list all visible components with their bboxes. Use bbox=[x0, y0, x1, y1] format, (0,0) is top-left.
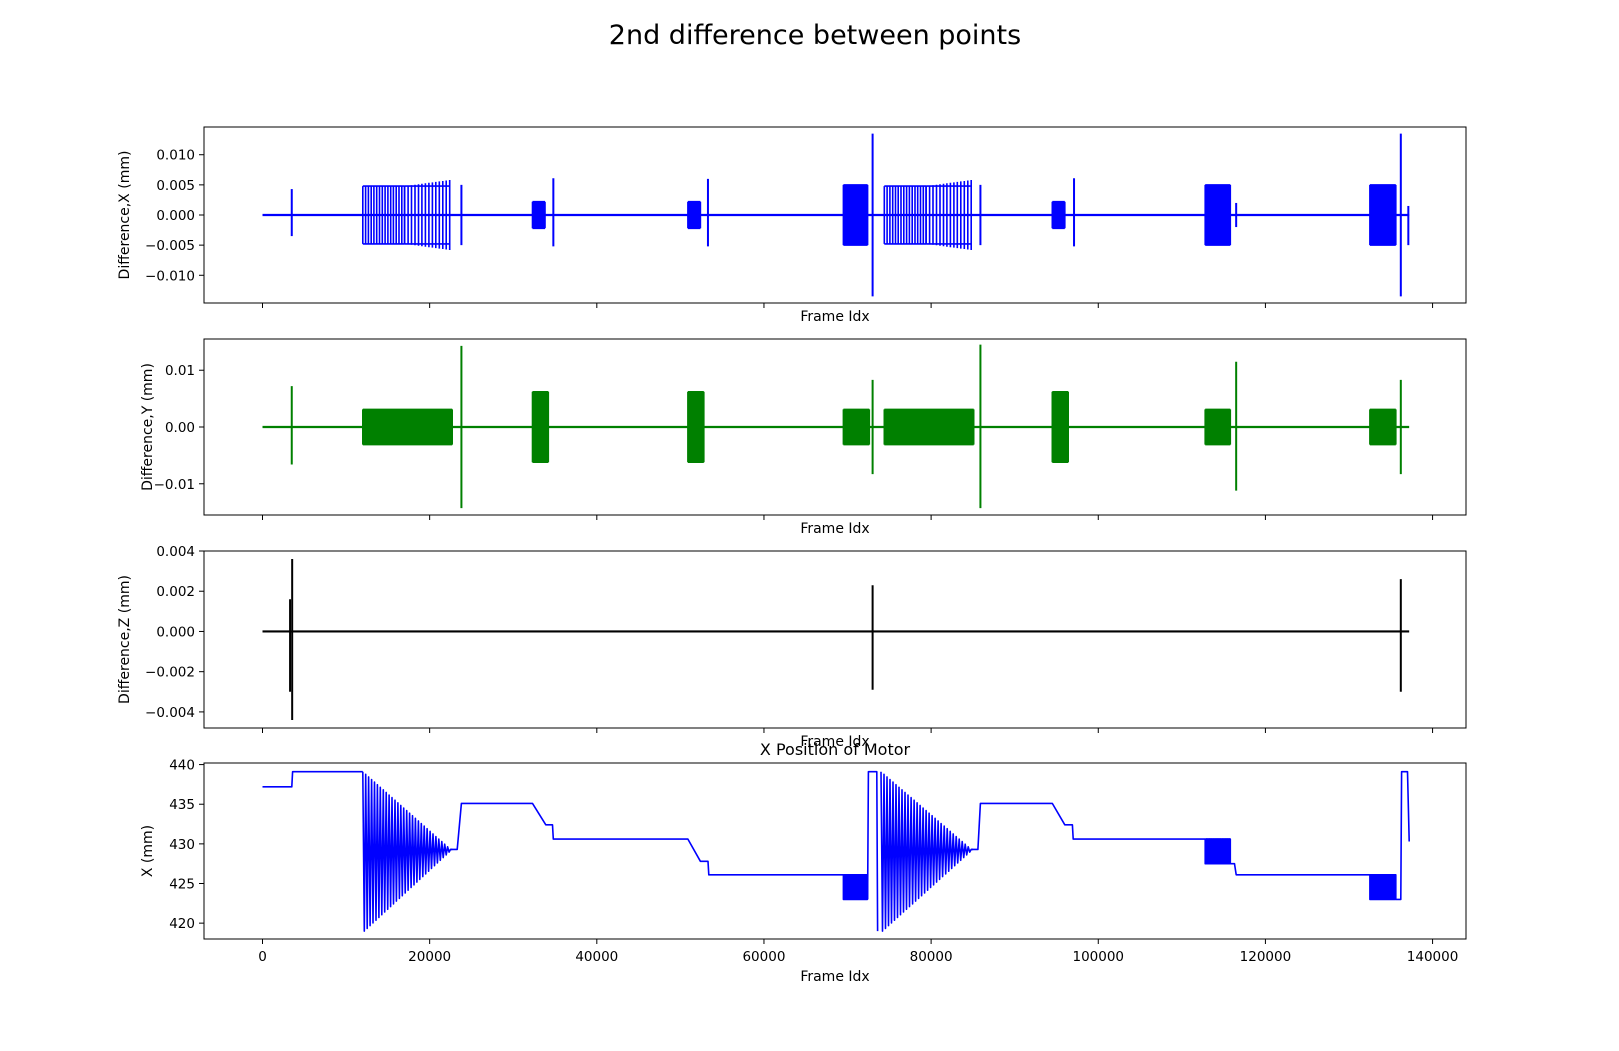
y-tick-label: 0.004 bbox=[156, 544, 195, 560]
y-tick-label: 425 bbox=[169, 877, 195, 893]
subplot-3: −0.004 −0.002 0.000 0.002 0.004 Frame Idx Diff… bbox=[117, 544, 1467, 750]
oscillation-band bbox=[842, 184, 869, 246]
square-oscillation bbox=[1369, 873, 1397, 901]
x-axis-label: Frame Idx bbox=[800, 309, 869, 325]
series-1 bbox=[262, 133, 1410, 297]
x-tick-label: 100000 bbox=[1072, 949, 1124, 965]
oscillation-band bbox=[1369, 408, 1397, 446]
position-line bbox=[1230, 862, 1370, 876]
y-tick-label: 420 bbox=[169, 916, 195, 932]
y-tick-label: 0.005 bbox=[156, 178, 195, 194]
oscillation-band bbox=[531, 200, 546, 230]
series-1 bbox=[262, 559, 1410, 720]
position-line bbox=[1395, 770, 1410, 901]
y-tick-label: 0.002 bbox=[156, 584, 195, 600]
oscillation-band bbox=[883, 185, 927, 245]
figure-title: 2nd difference between points bbox=[609, 20, 1021, 51]
plot-area bbox=[262, 770, 1410, 932]
y-tick-label: 430 bbox=[169, 837, 195, 853]
y-tick-label: 0.000 bbox=[156, 208, 195, 224]
x-tick-label: 60000 bbox=[742, 949, 785, 965]
position-line bbox=[262, 770, 363, 788]
plot-area bbox=[262, 559, 1410, 720]
x-tick-label: 120000 bbox=[1240, 949, 1292, 965]
y-tick-label: 435 bbox=[169, 797, 195, 813]
y-tick-label: −0.010 bbox=[145, 268, 195, 284]
oscillation-band bbox=[883, 408, 975, 446]
y-tick-label: −0.005 bbox=[145, 238, 195, 254]
y-axis-label: X (mm) bbox=[140, 825, 156, 877]
oscillation-band bbox=[531, 391, 550, 463]
decaying-oscillation bbox=[880, 771, 974, 932]
oscillation-band bbox=[362, 408, 453, 446]
oscillation-band bbox=[687, 200, 702, 230]
x-axis-label: Frame Idx bbox=[800, 734, 869, 750]
y-tick-label: 0.000 bbox=[156, 624, 195, 640]
oscillation-band bbox=[362, 185, 406, 245]
plot-area bbox=[262, 344, 1410, 509]
position-line bbox=[866, 770, 879, 932]
x-tick-label: 0 bbox=[258, 949, 267, 965]
x-tick-label: 80000 bbox=[910, 949, 953, 965]
y-tick-label: 440 bbox=[169, 758, 195, 774]
axes-frame bbox=[203, 550, 1467, 729]
y-tick-label: −0.01 bbox=[154, 477, 195, 493]
oscillation-band bbox=[403, 180, 451, 250]
y-tick-label: −0.002 bbox=[145, 665, 195, 681]
square-oscillation bbox=[842, 873, 869, 901]
oscillation-band bbox=[1204, 408, 1232, 446]
x-tick-label: 20000 bbox=[408, 949, 451, 965]
x-tick-label: 140000 bbox=[1407, 949, 1459, 965]
oscillation-band bbox=[1051, 200, 1066, 230]
oscillation-band bbox=[687, 391, 705, 463]
y-tick-label: 0.01 bbox=[165, 363, 195, 379]
subplot-1: −0.010 −0.005 0.000 0.005 0.010 Frame Idx Diff… bbox=[117, 126, 1467, 325]
y-tick-label: 0.010 bbox=[156, 148, 195, 164]
x-axis-label: Frame Idx bbox=[800, 969, 869, 985]
subplot-2: −0.01 0.00 0.01 Frame Idx Difference,Y (mm) bbox=[140, 338, 1467, 537]
decaying-oscillation bbox=[362, 771, 453, 932]
plot-area bbox=[262, 133, 1410, 297]
y-axis-label: Difference,Y (mm) bbox=[140, 363, 156, 491]
subplot-4: 0 20000 40000 60000 80000 100000 120000 140000 4… bbox=[140, 740, 1467, 985]
series-1 bbox=[262, 344, 1410, 509]
subplot-title: X Position of Motor bbox=[760, 740, 911, 759]
y-tick-label: −0.004 bbox=[145, 705, 195, 721]
oscillation-band bbox=[1051, 391, 1069, 463]
x-axis-label: Frame Idx bbox=[800, 521, 869, 537]
y-tick-label: 0.00 bbox=[165, 420, 195, 436]
oscillation-band bbox=[1369, 184, 1397, 246]
axes-frame bbox=[203, 762, 1467, 940]
y-axis-label: Difference,X (mm) bbox=[117, 151, 133, 280]
position-line bbox=[450, 802, 844, 876]
position-line bbox=[971, 802, 1206, 851]
series-1 bbox=[262, 770, 1410, 932]
oscillation-band bbox=[1204, 184, 1232, 246]
oscillation-band bbox=[842, 408, 871, 446]
oscillation-band bbox=[925, 180, 972, 250]
y-axis-label: Difference,Z (mm) bbox=[117, 575, 133, 704]
x-tick-label: 40000 bbox=[575, 949, 618, 965]
square-oscillation bbox=[1204, 838, 1232, 865]
